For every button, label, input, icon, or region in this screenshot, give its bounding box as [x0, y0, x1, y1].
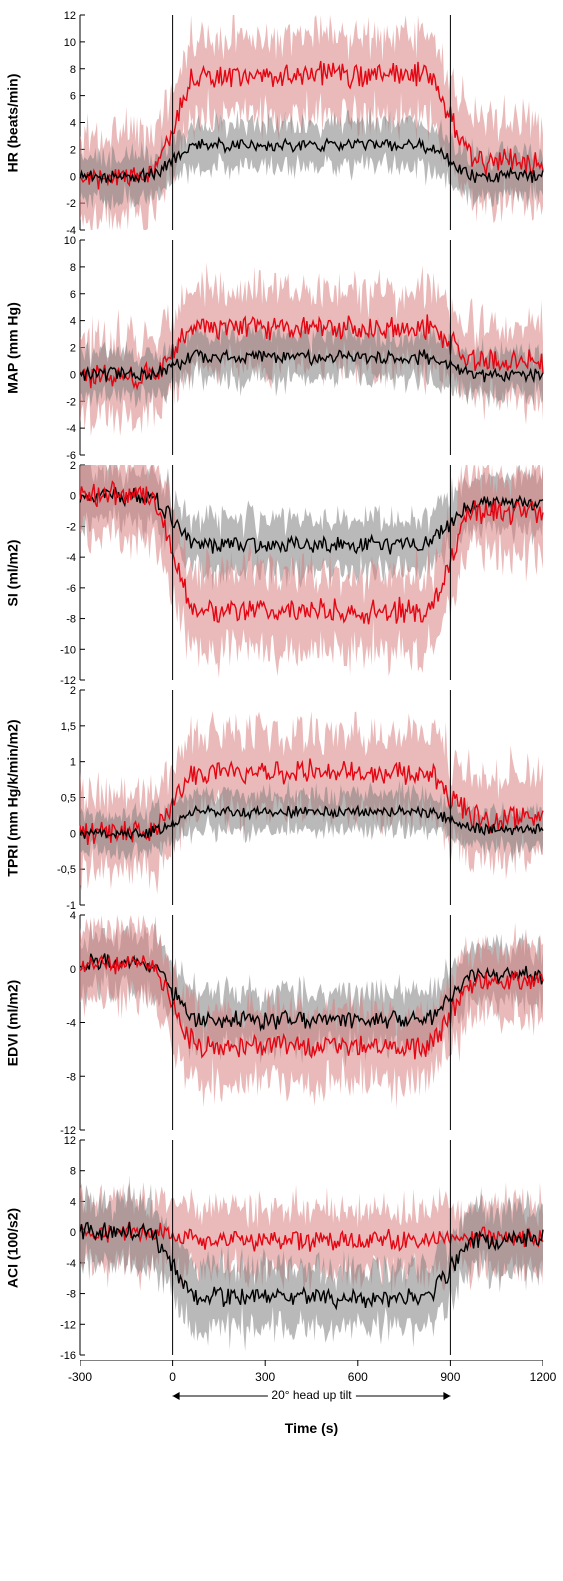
chart-panel-aci: ACI (100/s2)-16-12-8-404812 — [0, 1135, 563, 1360]
svg-text:2: 2 — [70, 460, 76, 472]
svg-text:-4: -4 — [66, 552, 76, 564]
chart-panel-si: SI (ml/m2) -12-10-8-6-4-202 — [0, 460, 563, 685]
chart-svg: -16-12-8-404812 — [80, 1140, 543, 1355]
svg-text:8: 8 — [70, 1166, 76, 1178]
chart-panel-map: MAP (mm Hg) -6-4-20246810 — [0, 235, 563, 460]
plot-area: -12-8-404 — [80, 915, 543, 1130]
svg-text:2: 2 — [70, 343, 76, 355]
svg-text:10: 10 — [64, 37, 76, 49]
svg-text:0,5: 0,5 — [61, 793, 76, 805]
figure: HR (beats/min)-4-2024681012MAP (mm Hg)-6… — [0, 0, 563, 1446]
svg-text:1: 1 — [70, 757, 76, 769]
tilt-annotation: 20° head up tilt — [80, 1386, 543, 1406]
svg-text:-8: -8 — [66, 614, 76, 626]
y-axis-label: SI (ml/m2) — [5, 460, 21, 685]
x-axis-tick-labels: -30003006009001200 — [80, 1370, 543, 1386]
x-tick-label: 900 — [440, 1370, 460, 1384]
plot-area: -1-0,500,511,52 — [80, 690, 543, 905]
svg-text:-8: -8 — [66, 1071, 76, 1083]
svg-text:6: 6 — [70, 289, 76, 301]
svg-text:-2: -2 — [66, 521, 76, 533]
x-tick-label: -300 — [68, 1370, 92, 1384]
svg-text:-6: -6 — [66, 583, 76, 595]
x-axis-area: -30003006009001200 20° head up tilt Time… — [80, 1360, 543, 1436]
svg-text:-12: -12 — [60, 1319, 76, 1331]
chart-svg: -1-0,500,511,52 — [80, 690, 543, 905]
x-axis-label: Time (s) — [80, 1420, 543, 1436]
plot-area: -16-12-8-404812 — [80, 1140, 543, 1355]
svg-text:0: 0 — [70, 369, 76, 381]
svg-text:4: 4 — [70, 1196, 76, 1208]
chart-svg: -4-2024681012 — [80, 15, 543, 230]
svg-text:-16: -16 — [60, 1350, 76, 1362]
svg-text:12: 12 — [64, 10, 76, 22]
x-axis-ticks-svg — [80, 1360, 543, 1370]
svg-text:2: 2 — [70, 685, 76, 697]
svg-text:0: 0 — [70, 1227, 76, 1239]
svg-text:0: 0 — [70, 491, 76, 503]
svg-text:10: 10 — [64, 235, 76, 247]
svg-text:-2: -2 — [66, 198, 76, 210]
svg-text:-4: -4 — [66, 1258, 76, 1270]
svg-text:0: 0 — [70, 828, 76, 840]
tilt-label-text: 20° head up tilt — [267, 1388, 355, 1402]
svg-text:4: 4 — [70, 316, 76, 328]
panels-container: HR (beats/min)-4-2024681012MAP (mm Hg)-6… — [0, 10, 563, 1360]
plot-area: -12-10-8-6-4-202 — [80, 465, 543, 680]
svg-text:0: 0 — [70, 964, 76, 976]
chart-panel-tpri: TPRI (mm Hg/k/min/m2) -1-0,500,511,52 — [0, 685, 563, 910]
y-axis-label: ACI (100/s2) — [5, 1135, 21, 1360]
chart-panel-edvi: EDVI (ml/m2) -12-8-404 — [0, 910, 563, 1135]
svg-text:1,5: 1,5 — [61, 721, 76, 733]
svg-text:4: 4 — [70, 118, 76, 130]
svg-text:-2: -2 — [66, 396, 76, 408]
plot-area: -6-4-20246810 — [80, 240, 543, 455]
chart-svg: -6-4-20246810 — [80, 240, 543, 455]
chart-svg: -12-8-404 — [80, 915, 543, 1130]
x-tick-label: 600 — [348, 1370, 368, 1384]
x-tick-label: 300 — [255, 1370, 275, 1384]
svg-text:6: 6 — [70, 91, 76, 103]
svg-text:-8: -8 — [66, 1289, 76, 1301]
svg-text:8: 8 — [70, 64, 76, 76]
svg-text:-4: -4 — [66, 1018, 76, 1030]
plot-area: -4-2024681012 — [80, 15, 543, 230]
svg-text:0: 0 — [70, 171, 76, 183]
svg-text:8: 8 — [70, 262, 76, 274]
y-axis-label: HR (beats/min) — [5, 10, 21, 235]
chart-svg: -12-10-8-6-4-202 — [80, 465, 543, 680]
x-tick-label: 0 — [169, 1370, 176, 1384]
svg-text:4: 4 — [70, 910, 76, 922]
svg-text:-10: -10 — [60, 644, 76, 656]
y-axis-label: EDVI (ml/m2) — [5, 910, 21, 1135]
svg-text:-0,5: -0,5 — [57, 864, 76, 876]
svg-text:-4: -4 — [66, 423, 76, 435]
chart-panel-hr: HR (beats/min) -4-2024681012 — [0, 10, 563, 235]
y-axis-label: MAP (mm Hg) — [5, 235, 21, 460]
x-tick-label: 1200 — [530, 1370, 557, 1384]
y-axis-label: TPRI (mm Hg/k/min/m2) — [5, 685, 21, 910]
svg-text:12: 12 — [64, 1135, 76, 1147]
svg-text:2: 2 — [70, 144, 76, 156]
